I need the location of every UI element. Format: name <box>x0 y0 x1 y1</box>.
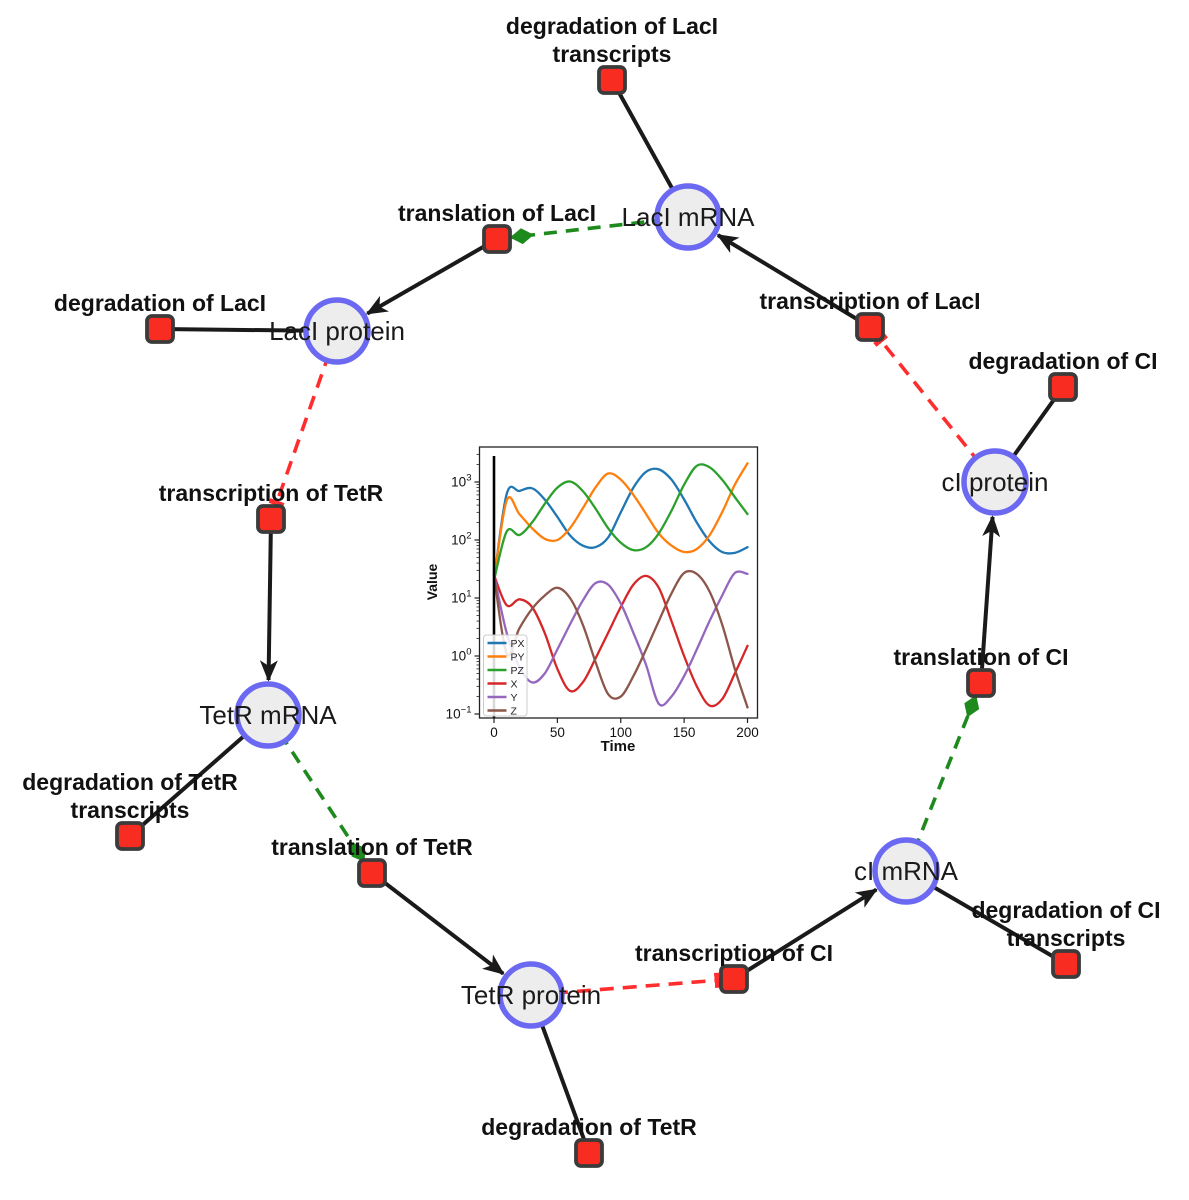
x-axis-tick-label: 200 <box>736 725 759 740</box>
y-axis-tick-label: 103 <box>451 473 471 490</box>
species-node-cI_mRNA[interactable] <box>872 837 940 905</box>
reaction-node-trl_LacI[interactable] <box>482 224 512 254</box>
edge-product-trl_TetR-TetR_protein <box>370 871 505 976</box>
species-node-LacI_mRNA[interactable] <box>654 183 722 251</box>
reaction-node-trl_CI[interactable] <box>966 668 996 698</box>
series-line-x <box>492 573 749 708</box>
legend-label-pz: PZ <box>511 665 525 677</box>
edge-product-txn_TetR-TetR_mRNA <box>259 518 278 682</box>
y-axis-tick-label: 10−1 <box>446 705 472 722</box>
series-line-z <box>492 569 749 709</box>
reaction-node-deg_TetR_tx[interactable] <box>115 821 145 851</box>
y-axis-tick-label: 102 <box>451 531 471 548</box>
reaction-node-deg_LacI_tx[interactable] <box>597 65 627 95</box>
legend-label-z: Z <box>511 705 518 717</box>
series-line-py <box>492 462 749 582</box>
edge-product-trl_CI-cI_protein <box>979 515 1001 684</box>
series-line-y <box>492 570 749 707</box>
legend-label-y: Y <box>511 692 518 704</box>
x-axis-tick-label: 0 <box>490 725 498 740</box>
reaction-node-txn_CI[interactable] <box>719 964 749 994</box>
legend-label-x: X <box>511 678 518 690</box>
y-axis-tick-label: 100 <box>451 647 471 664</box>
reaction-node-deg_CI_tx[interactable] <box>1051 949 1081 979</box>
series-line-pz <box>492 463 749 582</box>
x-axis-tick-label: 50 <box>550 725 565 740</box>
legend-label-px: PX <box>511 638 525 650</box>
x-axis-tick-label: 100 <box>609 725 632 740</box>
chart-plot-frame <box>478 446 759 719</box>
reaction-node-trl_TetR[interactable] <box>357 858 387 888</box>
reaction-node-deg_LacI[interactable] <box>145 314 175 344</box>
species-node-cI_protein[interactable] <box>961 448 1029 516</box>
legend-label-py: PY <box>511 651 525 663</box>
legend-box <box>483 634 528 717</box>
edge-product-txn_CI-cI_mRNA <box>732 887 878 981</box>
x-axis-tick-label: 150 <box>673 725 696 740</box>
y-axis-label: Value <box>424 564 440 601</box>
species-node-TetR_mRNA[interactable] <box>234 681 302 749</box>
edge-product-txn_LacI-LacI_mRNA <box>716 233 872 329</box>
y-axis-tick-label: 101 <box>451 589 471 606</box>
series-line-px <box>492 467 749 582</box>
species-node-LacI_protein[interactable] <box>303 297 371 365</box>
reaction-node-txn_LacI[interactable] <box>855 312 885 342</box>
species-node-TetR_protein[interactable] <box>497 961 565 1029</box>
chart-series-group <box>492 462 749 709</box>
reaction-node-deg_CI[interactable] <box>1048 372 1078 402</box>
edge-product-trl_LacI-LacI_protein <box>365 237 498 316</box>
x-axis-label: Time <box>601 738 636 755</box>
reaction-node-txn_TetR[interactable] <box>256 504 286 534</box>
reaction-node-deg_TetR[interactable] <box>574 1138 604 1168</box>
